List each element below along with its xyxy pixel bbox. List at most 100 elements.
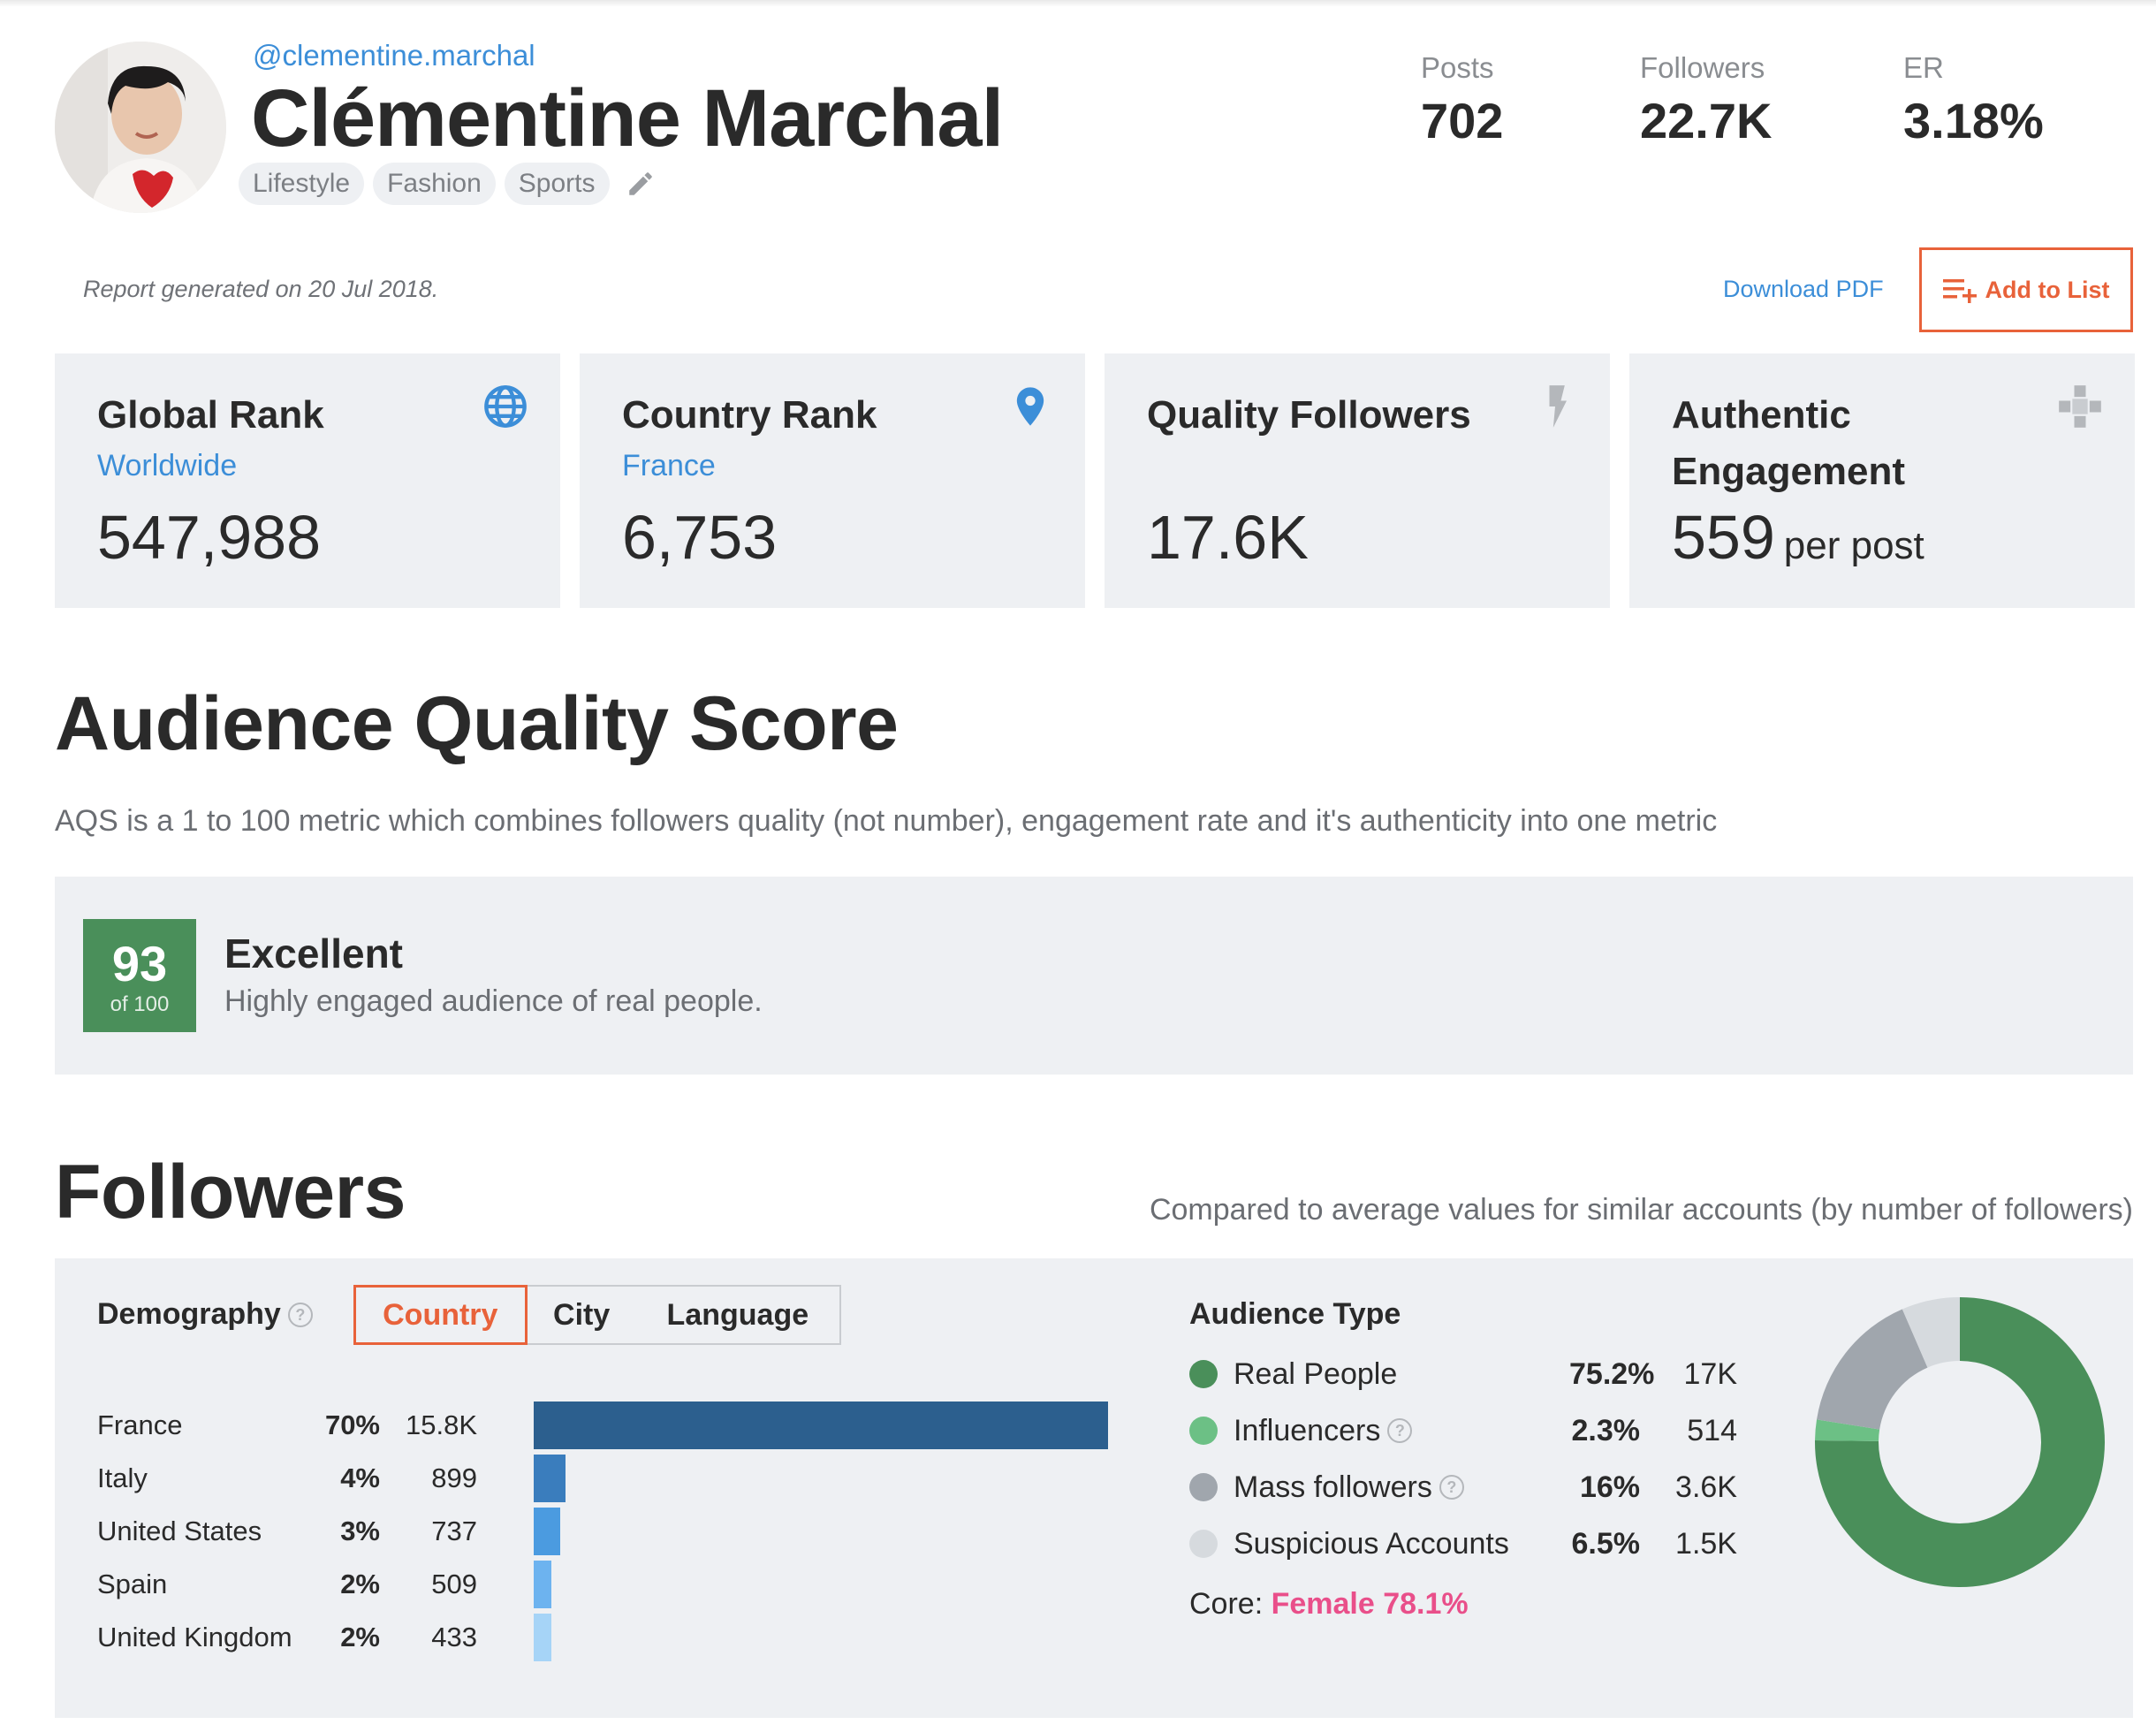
country-count: 899 bbox=[431, 1462, 477, 1493]
add-to-list-label: Add to List bbox=[1985, 276, 2110, 303]
tab-country[interactable]: Country bbox=[353, 1285, 528, 1345]
compared-note: Compared to average values for similar a… bbox=[1149, 1193, 2133, 1227]
audience-percent: 6.5% bbox=[1571, 1526, 1641, 1561]
country-row: Spain 2% 509 bbox=[97, 1561, 551, 1608]
country-bar bbox=[534, 1561, 551, 1608]
card-country-rank: Country Rank France 6,753 bbox=[580, 353, 1085, 608]
stat-value: 22.7K bbox=[1640, 93, 1773, 148]
add-to-list-button[interactable]: Add to List bbox=[1919, 247, 2133, 332]
top-shadow bbox=[0, 0, 2156, 7]
audience-type-title: Audience Type bbox=[1189, 1297, 1401, 1331]
puzzle-icon bbox=[2059, 385, 2101, 428]
globe-icon bbox=[484, 385, 527, 428]
audience-count: 514 bbox=[1687, 1413, 1737, 1447]
donut-slice[interactable] bbox=[1815, 1297, 2105, 1587]
card-title: Country Rank bbox=[622, 393, 877, 437]
audience-name: Mass followers bbox=[1234, 1470, 1432, 1504]
core-value: Female 78.1% bbox=[1271, 1587, 1469, 1621]
country-bar bbox=[534, 1402, 1108, 1449]
audience-percent: 2.3% bbox=[1571, 1413, 1641, 1447]
country-percent: 70% bbox=[324, 1409, 380, 1440]
audience-name: Real People bbox=[1234, 1356, 1398, 1391]
country-name: Italy bbox=[97, 1462, 148, 1493]
audience-row: Mass followers? 16% 3.6K bbox=[1189, 1465, 1737, 1509]
country-bar bbox=[534, 1455, 566, 1502]
country-percent: 2% bbox=[340, 1622, 380, 1652]
legend-dot bbox=[1189, 1473, 1218, 1501]
legend-dot bbox=[1189, 1360, 1218, 1388]
country-percent: 3% bbox=[340, 1516, 380, 1546]
profile-name: Clémentine Marchal bbox=[251, 73, 1004, 163]
tab-language[interactable]: Language bbox=[666, 1297, 809, 1332]
add-list-icon bbox=[1942, 279, 1977, 303]
country-percent: 4% bbox=[340, 1462, 380, 1493]
card-authentic-engagement: Authentic Engagement 559 per post bbox=[1629, 353, 2135, 608]
legend-dot bbox=[1189, 1417, 1218, 1445]
card-value-number: 6,753 bbox=[622, 503, 778, 572]
audience-donut-chart bbox=[1815, 1297, 2105, 1587]
stat-label: Posts bbox=[1421, 51, 1494, 84]
audience-name-wrap: Real People bbox=[1234, 1357, 1569, 1392]
tag-lifestyle[interactable]: Lifestyle bbox=[239, 163, 365, 205]
core-audience: Core: Female 78.1% bbox=[1189, 1587, 1469, 1622]
tag-fashion[interactable]: Fashion bbox=[373, 163, 496, 205]
country-count: 509 bbox=[431, 1569, 477, 1599]
tag-sports[interactable]: Sports bbox=[504, 163, 610, 205]
card-value: 559 per post bbox=[1672, 502, 1924, 573]
country-count: 15.8K bbox=[405, 1409, 477, 1440]
country-name: United States bbox=[97, 1516, 262, 1546]
audience-name-wrap: Mass followers? bbox=[1234, 1470, 1569, 1505]
card-quality-followers: Quality Followers 17.6K bbox=[1105, 353, 1610, 608]
help-icon[interactable]: ? bbox=[1387, 1418, 1413, 1443]
audience-count: 3.6K bbox=[1675, 1470, 1737, 1504]
stat-posts: Posts 702 bbox=[1421, 51, 1503, 149]
card-title: Authentic Engagement bbox=[1672, 393, 1906, 493]
aqs-score-badge: 93 of 100 bbox=[83, 919, 196, 1032]
country-name: Spain bbox=[97, 1569, 168, 1599]
country-row: United States 3% 737 bbox=[97, 1508, 560, 1555]
country-count: 737 bbox=[431, 1516, 477, 1546]
card-value: 6,753 bbox=[622, 502, 777, 573]
audience-row: Suspicious Accounts 6.5% 1.5K bbox=[1189, 1522, 1737, 1566]
card-title: Global Rank bbox=[97, 393, 324, 437]
aqs-description: AQS is a 1 to 100 metric which combines … bbox=[55, 804, 1718, 838]
stat-value: 702 bbox=[1421, 93, 1504, 148]
help-icon[interactable]: ? bbox=[287, 1302, 313, 1327]
demography-title: Demography ? bbox=[97, 1297, 313, 1332]
download-pdf-link[interactable]: Download PDF bbox=[1723, 276, 1884, 302]
country-bar bbox=[534, 1508, 560, 1555]
aqs-heading: Audience Quality Score bbox=[55, 681, 899, 766]
country-percent: 2% bbox=[340, 1569, 380, 1599]
legend-dot bbox=[1189, 1530, 1218, 1558]
aqs-score: 93 bbox=[111, 936, 168, 991]
audience-name-wrap: Influencers? bbox=[1234, 1414, 1569, 1448]
avatar[interactable] bbox=[55, 42, 226, 213]
audience-percent: 75.2% bbox=[1569, 1356, 1655, 1391]
card-subtitle[interactable]: Worldwide bbox=[97, 449, 238, 482]
card-global-rank: Global Rank Worldwide 547,988 bbox=[55, 353, 560, 608]
tab-city[interactable]: City bbox=[553, 1297, 611, 1332]
core-label: Core: bbox=[1189, 1587, 1264, 1621]
aqs-panel: 93 of 100 Excellent Highly engaged audie… bbox=[55, 877, 2133, 1075]
card-title: Quality Followers bbox=[1147, 393, 1471, 437]
help-icon[interactable]: ? bbox=[1439, 1475, 1464, 1500]
donut-slice[interactable] bbox=[1902, 1297, 1960, 1368]
donut-slice[interactable] bbox=[1815, 1419, 1880, 1441]
audience-row: Influencers? 2.3% 514 bbox=[1189, 1409, 1737, 1453]
location-pin-icon bbox=[1016, 387, 1044, 426]
card-subtitle[interactable]: France bbox=[622, 449, 716, 482]
followers-panel: Demography ? Country City Language Franc… bbox=[55, 1258, 2133, 1718]
audience-row: Real People 75.2% 17K bbox=[1189, 1352, 1737, 1396]
country-name: United Kingdom bbox=[97, 1622, 292, 1652]
profile-handle[interactable]: @clementine.marchal bbox=[253, 39, 535, 72]
stat-label: ER bbox=[1903, 51, 1944, 84]
demography-tabs: Country City Language bbox=[353, 1285, 841, 1345]
donut-slice[interactable] bbox=[1817, 1309, 1928, 1430]
aqs-score-of: of 100 bbox=[110, 992, 170, 1016]
aqs-rating-text: Highly engaged audience of real people. bbox=[224, 984, 763, 1018]
edit-pencil-icon[interactable] bbox=[626, 169, 656, 199]
country-row: Italy 4% 899 bbox=[97, 1455, 566, 1502]
card-value-number: 547,988 bbox=[97, 503, 322, 572]
audience-name: Suspicious Accounts bbox=[1234, 1526, 1509, 1561]
card-value: 547,988 bbox=[97, 502, 321, 573]
